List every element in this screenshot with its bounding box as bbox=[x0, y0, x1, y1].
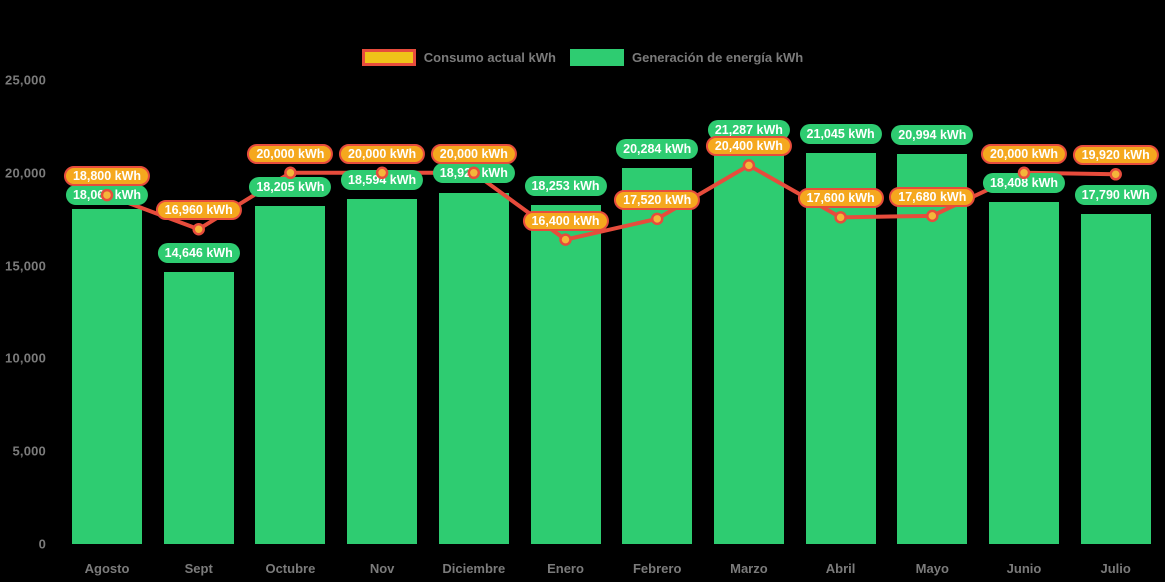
bar-generation[interactable] bbox=[438, 192, 509, 544]
bar-generation[interactable] bbox=[1080, 213, 1151, 544]
x-axis-label: Nov bbox=[369, 561, 395, 576]
x-axis-label: Febrero bbox=[632, 561, 682, 576]
consumption-value-label: 20,000 kWh bbox=[430, 143, 517, 164]
y-axis-tick-label: 0 bbox=[38, 536, 46, 552]
y-axis-tick-label: 25,000 bbox=[5, 72, 46, 88]
consumption-point-marker[interactable] bbox=[375, 166, 389, 180]
x-axis-label: Octubre bbox=[265, 561, 316, 576]
consumption-point-marker[interactable] bbox=[284, 166, 297, 180]
legend-swatch-consumption-icon bbox=[361, 49, 416, 66]
consumption-point-marker[interactable] bbox=[1017, 166, 1031, 180]
legend-item-consumption[interactable]: Consumo actual kWh bbox=[361, 49, 556, 66]
x-axis-label: Julio bbox=[1100, 561, 1131, 576]
generation-value-label: 18,408 kWh bbox=[982, 173, 1066, 194]
x-axis-label: Enero bbox=[547, 561, 584, 576]
consumption-point-marker[interactable] bbox=[100, 188, 114, 202]
generation-value-label: 20,284 kWh bbox=[616, 138, 699, 159]
generation-value-label: 21,045 kWh bbox=[799, 124, 882, 145]
legend-label-consumption: Consumo actual kWh bbox=[423, 50, 556, 65]
chart-legend: Consumo actual kWh Generación de energía… bbox=[0, 49, 1165, 66]
consumption-point-marker[interactable] bbox=[742, 159, 756, 172]
generation-value-label: 14,646 kWh bbox=[157, 243, 240, 264]
consumption-point-marker[interactable] bbox=[467, 166, 481, 180]
consumption-point-marker[interactable] bbox=[559, 233, 572, 246]
bar-generation[interactable] bbox=[255, 206, 326, 544]
legend-label-generation: Generación de energía kWh bbox=[631, 50, 804, 65]
consumption-value-label: 20,400 kWh bbox=[705, 136, 792, 157]
bar-generation[interactable] bbox=[713, 148, 784, 544]
generation-value-label: 18,594 kWh bbox=[341, 169, 424, 190]
legend-item-generation[interactable]: Generación de energía kWh bbox=[569, 49, 804, 66]
x-axis-label: Diciembre bbox=[442, 561, 506, 576]
consumption-value-label: 19,920 kWh bbox=[1072, 145, 1159, 166]
generation-value-label: 20,994 kWh bbox=[891, 125, 974, 146]
x-axis-label: Mayo bbox=[915, 561, 949, 576]
consumption-value-label: 17,520 kWh bbox=[614, 189, 701, 210]
bar-generation[interactable] bbox=[530, 205, 601, 544]
consumption-value-label: 20,000 kWh bbox=[339, 143, 426, 164]
consumption-value-label: 17,680 kWh bbox=[889, 186, 976, 207]
consumption-point-marker[interactable] bbox=[834, 211, 847, 224]
y-axis-tick-label: 15,000 bbox=[5, 258, 46, 274]
x-axis-label: Agosto bbox=[84, 561, 130, 576]
consumption-point-marker[interactable] bbox=[650, 212, 664, 226]
consumption-point-marker[interactable] bbox=[926, 209, 939, 223]
bar-generation[interactable] bbox=[989, 202, 1059, 544]
generation-value-label: 18,205 kWh bbox=[249, 177, 332, 198]
consumption-point-marker[interactable] bbox=[1109, 168, 1122, 181]
consumption-value-label: 20,000 kWh bbox=[247, 143, 334, 164]
x-axis-label: Abril bbox=[825, 561, 856, 576]
x-axis-label: Marzo bbox=[730, 561, 768, 576]
consumption-value-label: 16,400 kWh bbox=[522, 210, 609, 231]
generation-value-label: 21,287 kWh bbox=[707, 119, 790, 140]
consumption-point-marker[interactable] bbox=[192, 222, 205, 236]
consumption-value-label: 17,600 kWh bbox=[797, 188, 884, 209]
bar-generation[interactable] bbox=[163, 272, 234, 544]
x-axis-label: Sept bbox=[184, 561, 213, 576]
consumption-value-label: 16,960 kWh bbox=[155, 200, 242, 221]
y-axis-tick-label: 5,000 bbox=[12, 443, 46, 459]
generation-value-label: 18,253 kWh bbox=[524, 176, 607, 197]
consumption-value-label: 18,800 kWh bbox=[63, 166, 151, 187]
bar-generation[interactable] bbox=[347, 198, 418, 544]
bar-generation[interactable] bbox=[72, 208, 142, 544]
y-axis-tick-label: 20,000 bbox=[5, 165, 46, 181]
legend-swatch-generation-icon bbox=[569, 49, 624, 66]
generation-value-label: 17,790 kWh bbox=[1074, 184, 1157, 205]
y-axis-tick-label: 10,000 bbox=[5, 350, 46, 366]
consumption-value-label: 20,000 kWh bbox=[980, 143, 1068, 164]
x-axis-label: Junio bbox=[1006, 561, 1042, 576]
bar-generation[interactable] bbox=[622, 167, 693, 544]
